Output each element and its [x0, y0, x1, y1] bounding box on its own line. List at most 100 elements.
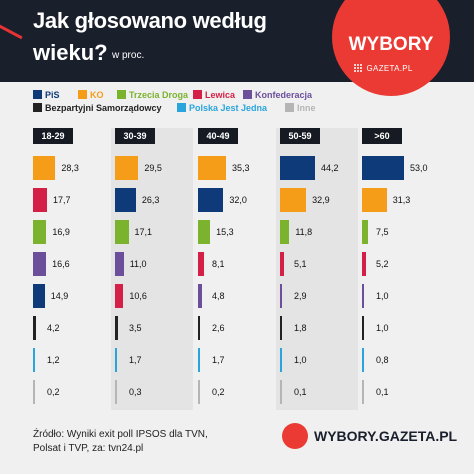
legend-swatch: [33, 90, 42, 99]
age-group-label: 50-59: [280, 128, 320, 144]
data-label: 0,2: [47, 387, 60, 397]
data-label: 11,8: [295, 227, 313, 237]
bar: [115, 188, 136, 212]
bar: [115, 156, 139, 180]
legend-label: Konfederacja: [255, 90, 313, 100]
bar: [198, 284, 202, 308]
bar: [33, 284, 45, 308]
bar: [280, 380, 282, 404]
bar: [198, 156, 226, 180]
data-label: 29,5: [144, 163, 162, 173]
bar: [362, 380, 364, 404]
data-label: 1,0: [294, 355, 307, 365]
legend-item: Konfederacja: [243, 90, 312, 100]
age-group-label: 30-39: [115, 128, 155, 144]
legend-label: Lewica: [205, 90, 236, 100]
unit-label: w proc.: [112, 50, 145, 61]
legend-swatch: [193, 90, 202, 99]
legend-item: KO: [78, 90, 104, 100]
age-group-column: 18-29 28,3 17,7 16,9 16,6 14,9 4,2 1,2 0,2: [29, 128, 111, 410]
bar: [33, 252, 47, 276]
bar: [115, 348, 117, 372]
data-label: 3,5: [129, 323, 142, 333]
bar: [280, 220, 290, 244]
data-label: 1,0: [376, 291, 389, 301]
data-label: 0,8: [376, 355, 389, 365]
bar: [198, 348, 200, 372]
bar: [33, 156, 56, 180]
age-group-label: 40-49: [198, 128, 238, 144]
legend-item: Bezpartyjni Samorządowcy: [33, 103, 162, 113]
data-label: 32,9: [312, 195, 330, 205]
decorative-line: [0, 19, 23, 40]
footer-logo-dots-icon: [282, 423, 308, 449]
data-label: 4,8: [212, 291, 225, 301]
bar: [362, 284, 364, 308]
legend-item: Inne: [285, 103, 316, 113]
bar: [33, 316, 37, 340]
bar: [198, 252, 205, 276]
bar: [362, 156, 404, 180]
bar: [33, 348, 35, 372]
legend-swatch: [177, 103, 186, 112]
bar: [280, 188, 307, 212]
bar: [362, 316, 364, 340]
bar: [198, 188, 224, 212]
bar: [115, 380, 117, 404]
legend-item: Polska Jest Jedna: [177, 103, 267, 113]
bar: [362, 348, 364, 372]
legend-label: PiS: [45, 90, 60, 100]
data-label: 0,1: [294, 387, 307, 397]
legend-label: Inne: [297, 103, 316, 113]
age-group-column: 30-39 29,5 26,3 17,1 11,0 10,6 3,5 1,7 0,3: [111, 128, 193, 410]
data-label: 8,1: [212, 259, 225, 269]
footer-source: Źródło: Wyniki exit poll IPSOS dla TVN, …: [33, 428, 208, 456]
logo-sub-text: GAZETA.PL: [366, 64, 413, 73]
bar: [280, 156, 316, 180]
age-group-label: >60: [362, 128, 402, 144]
data-label: 16,9: [52, 227, 70, 237]
bar: [280, 252, 285, 276]
data-label: 1,8: [294, 323, 307, 333]
logo-text: WYBORY: [348, 34, 434, 55]
data-label: 1,0: [376, 323, 389, 333]
legend-swatch: [78, 90, 87, 99]
data-label: 0,2: [212, 387, 225, 397]
legend-label: Polska Jest Jedna: [189, 103, 268, 113]
data-label: 1,2: [47, 355, 60, 365]
data-label: 4,2: [47, 323, 60, 333]
data-label: 26,3: [141, 195, 160, 205]
bar: [115, 220, 129, 244]
data-label: 1,7: [212, 355, 225, 365]
data-label: 17,7: [53, 195, 71, 205]
data-label: 5,2: [376, 259, 389, 269]
data-label: 15,3: [216, 227, 234, 237]
bar: [198, 380, 200, 404]
legend-swatch: [33, 103, 42, 112]
legend-label: Bezpartyjni Samorządowcy: [45, 103, 162, 113]
bar: [198, 220, 211, 244]
data-label: 11,0: [129, 259, 147, 269]
source-line-1: Źródło: Wyniki exit poll IPSOS dla TVN,: [33, 429, 208, 440]
data-label: 2,9: [294, 291, 307, 301]
data-label: 5,1: [294, 259, 307, 269]
legend-swatch: [243, 90, 252, 99]
data-label: 16,6: [52, 259, 70, 269]
logo-sub: GAZETA.PL: [354, 64, 413, 73]
dots-icon: [354, 64, 364, 73]
wybory-logo: WYBORY GAZETA.PL: [332, 0, 450, 96]
data-label: 14,9: [50, 291, 69, 301]
data-label: 1,7: [129, 355, 142, 365]
legend-item: Trzecia Droga: [117, 90, 188, 100]
bar: [33, 220, 47, 244]
data-label: 44,2: [321, 163, 339, 173]
bar: [280, 348, 282, 372]
source-line-2: Polsat i TVP, za: tvn24.pl: [33, 443, 144, 454]
age-group-label: 18-29: [33, 128, 73, 144]
data-label: 35,3: [231, 163, 250, 173]
age-group-column: >60 53,0 31,3 7,5 5,2 1,0 1,0 0,8 0,1: [358, 128, 440, 410]
data-label: 7,5: [376, 227, 389, 237]
legend-label: Trzecia Droga: [129, 90, 189, 100]
bar: [362, 188, 387, 212]
bar: [362, 252, 367, 276]
